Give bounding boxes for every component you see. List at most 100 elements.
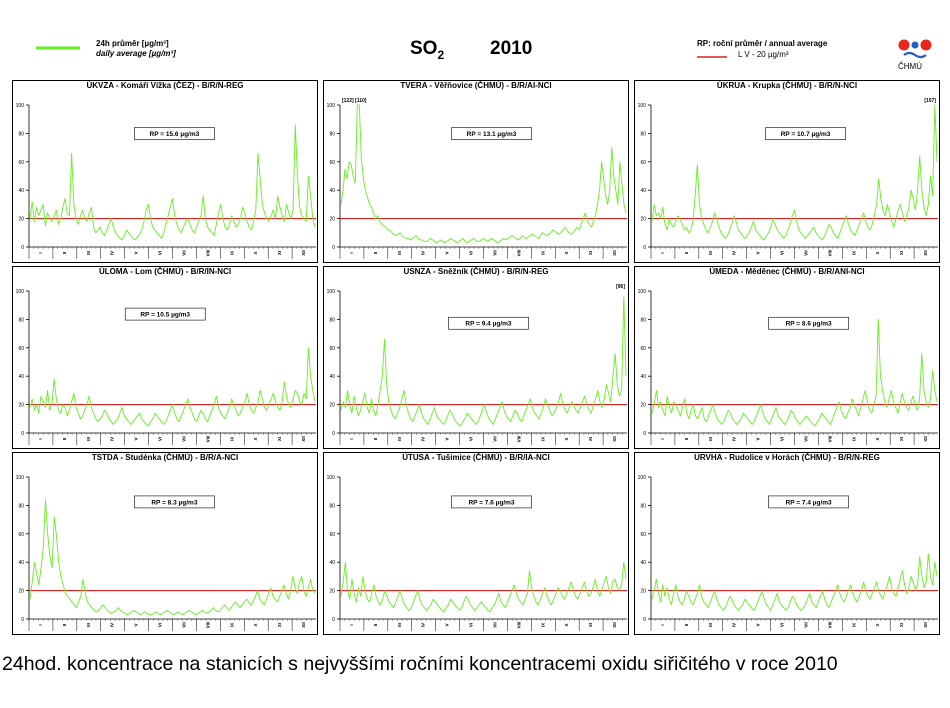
chart-frame <box>323 266 629 449</box>
y-tick-label: 40 <box>18 374 24 380</box>
x-month-label: III <box>86 623 91 627</box>
x-month-label: XI <box>277 437 282 441</box>
limit-value-legend-swatch <box>697 56 727 58</box>
x-month-label: XI <box>899 251 904 255</box>
x-month-label: VIII <box>827 622 832 629</box>
chart-title: ÚLOMA - Lom (ČHMÚ) - B/R/IN-NCI <box>99 267 231 276</box>
x-month-label: XI <box>899 437 904 441</box>
x-month-label: II <box>62 252 67 255</box>
y-tick-label: 40 <box>329 374 335 380</box>
y-tick-label: 20 <box>329 217 335 223</box>
x-month-label: X <box>253 251 258 254</box>
x-month-label: VII <box>803 622 808 628</box>
x-month-label: VII <box>492 622 497 628</box>
y-tick-label: 60 <box>329 532 335 538</box>
x-month-label: VIII <box>205 250 210 257</box>
y-tick-label: 100 <box>327 289 336 295</box>
x-month-label: II <box>373 252 378 255</box>
chart-panel-5: USNZA - Sněžník (ČHMÚ) - B/R/N-REG 0 20 40 6… <box>323 266 629 449</box>
y-tick-label: 80 <box>18 131 24 137</box>
y-tick-label: 100 <box>638 103 647 109</box>
y-tick-label: 40 <box>640 188 646 194</box>
annual-average-label: RP: roční průměr / annual average <box>697 39 828 48</box>
y-tick-label: 20 <box>18 589 24 595</box>
x-month-label: IX <box>229 623 234 627</box>
x-month-label: I <box>660 438 665 439</box>
x-month-label: X <box>253 437 258 440</box>
x-month-label: XII <box>923 622 928 628</box>
x-month-label: II <box>684 624 689 627</box>
chart-frame <box>323 452 629 635</box>
chart-panel-8: ÚTUSA - Tušimice (ČHMÚ) - B/R/IA-NCI 0 20 4… <box>323 452 629 635</box>
chart-frame <box>12 452 318 635</box>
y-tick-label: 0 <box>332 617 335 623</box>
x-month-label: VII <box>181 436 186 442</box>
pollutant-formula: SO <box>410 38 438 59</box>
y-tick-label: 0 <box>21 617 24 623</box>
x-month-label: I <box>38 438 43 439</box>
daily-average-label-cz: 24h průměr [µg/m³] <box>96 39 169 48</box>
x-month-label: V <box>445 623 450 626</box>
x-month-label: I <box>349 438 354 439</box>
x-month-label: IX <box>540 623 545 627</box>
page-header: 24h průměr [µg/m³] daily average [µg/m³]… <box>0 0 950 78</box>
x-month-label: III <box>397 251 402 255</box>
chart-panel-9: URVHA - Rudolice v Horách (ČHMÚ) - B/R/N… <box>634 452 940 635</box>
x-month-label: V <box>134 437 139 440</box>
x-month-label: VI <box>469 623 474 627</box>
chart-grid: ÚKVZA - Komáří Vížka (ČEZ) - B/R/N-REG 0 2… <box>12 80 940 635</box>
x-month-label: I <box>349 252 354 253</box>
daily-average-series <box>340 104 627 244</box>
chart-panel-3: ÚKRUA - Krupka (ČHMÚ) - B/R/N-NCI 0 20 40 60… <box>634 80 940 263</box>
chart-title: TSTDA - Studénka (ČHMÚ) - B/R/A-NCI <box>92 453 238 462</box>
chart-title: USNZA - Sněžník (ČHMÚ) - B/R/N-REG <box>403 267 548 276</box>
daily-average-label-en: daily average [µg/m³] <box>96 49 176 58</box>
x-month-label: I <box>660 624 665 625</box>
y-tick-label: 40 <box>18 188 24 194</box>
x-month-label: X <box>564 623 569 626</box>
x-month-label: VI <box>158 437 163 441</box>
x-month-label: II <box>684 438 689 441</box>
x-month-label: XI <box>588 251 593 255</box>
y-tick-label: 60 <box>640 160 646 166</box>
annual-average-label: RP = 8.6 µg/m3 <box>786 321 832 328</box>
annual-average-box <box>124 307 206 321</box>
x-month-label: IX <box>851 251 856 255</box>
y-tick-label: 80 <box>640 503 646 509</box>
y-tick-label: 60 <box>640 346 646 352</box>
chart-title: ÚTUSA - Tušimice (ČHMÚ) - B/R/IA-NCI <box>402 453 550 462</box>
chart-panel-7: TSTDA - Studénka (ČHMÚ) - B/R/A-NCI 0 20 40… <box>12 452 318 635</box>
overflow-value-label: [107] <box>924 98 936 104</box>
x-month-label: V <box>756 437 761 440</box>
chart-frame <box>634 452 940 635</box>
pollutant-subscript: 2 <box>437 47 445 62</box>
y-tick-label: 60 <box>329 346 335 352</box>
x-month-label: XI <box>899 623 904 627</box>
y-tick-label: 20 <box>640 403 646 409</box>
chart-title: ÚKRUA - Krupka (ČHMÚ) - B/R/N-NCI <box>717 81 857 90</box>
y-tick-label: 20 <box>18 403 24 409</box>
daily-average-legend-swatch <box>36 46 80 50</box>
x-month-label: VII <box>492 250 497 256</box>
daily-average-series <box>340 561 627 613</box>
y-tick-label: 0 <box>332 431 335 437</box>
x-month-label: XI <box>588 437 593 441</box>
x-month-label: XII <box>612 250 617 256</box>
x-month-label: X <box>875 437 880 440</box>
daily-average-series <box>29 124 316 241</box>
x-month-label: X <box>564 251 569 254</box>
annual-average-box <box>765 127 846 140</box>
y-tick-label: 60 <box>640 532 646 538</box>
figure-caption: 24hod. koncentrace na stanicích s nejvyš… <box>2 653 838 675</box>
limit-value-label: L V - 20 µg/m³ <box>738 50 789 59</box>
y-tick-label: 20 <box>18 217 24 223</box>
annual-average-label: RP = 15.6 µg/m3 <box>150 131 200 138</box>
x-month-label: XII <box>923 436 928 442</box>
pollutant-title: SO2 <box>410 38 444 62</box>
x-month-label: VIII <box>827 436 832 443</box>
y-tick-label: 80 <box>18 503 24 509</box>
x-month-label: VII <box>181 250 186 256</box>
x-month-label: IX <box>851 623 856 627</box>
y-tick-label: 80 <box>640 131 646 137</box>
x-month-label: IV <box>421 623 426 627</box>
